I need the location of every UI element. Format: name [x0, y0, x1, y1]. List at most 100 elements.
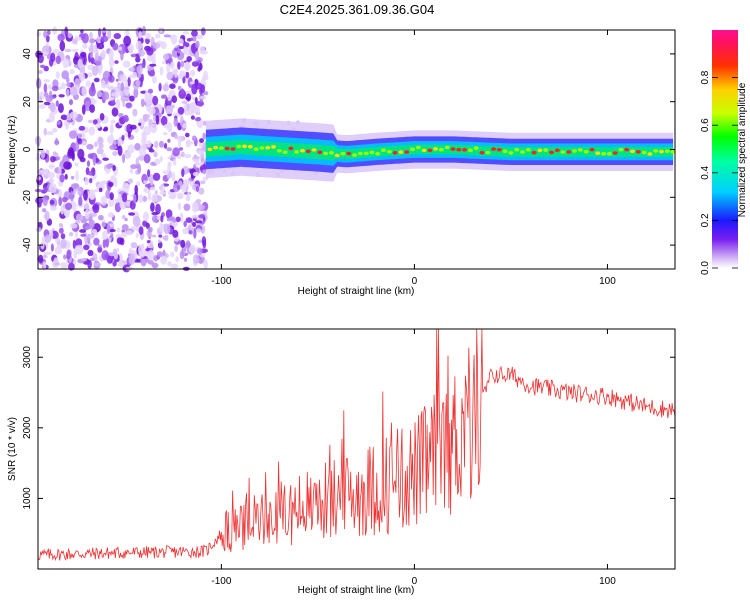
spectrogram-noise-blob	[58, 223, 64, 228]
spectrogram-noise-blob	[146, 47, 154, 56]
spectrogram-noise-blob	[111, 92, 117, 97]
spectrogram-noise-blob	[89, 207, 93, 214]
spectrogram-noise-blob	[138, 154, 146, 161]
spectrogram-noise-blob	[116, 247, 120, 252]
spectrogram-noise-blob	[41, 51, 49, 55]
spectrogram-noise-blob	[60, 205, 65, 215]
spectrogram-noise-blob	[93, 262, 102, 267]
spectrogram-noise-blob	[116, 237, 124, 245]
spectrogram-noise-blob	[203, 259, 208, 269]
spectrogram-noise-blob	[167, 138, 171, 143]
spectrogram-noise-blob	[118, 46, 123, 51]
spectrogram-peak-blob	[601, 152, 607, 156]
spectrogram-noise-blob	[55, 100, 59, 107]
spectrogram-noise-blob	[170, 263, 179, 269]
spectrogram-noise-blob	[178, 38, 184, 45]
spectrogram-noise-blob	[167, 94, 172, 102]
spectrogram-noise-blob	[117, 192, 122, 202]
spectrogram-noise-blob	[43, 187, 49, 193]
spectrogram-noise-blob	[75, 213, 83, 222]
spectrogram-noise-blob	[92, 205, 99, 210]
spectrogram-peak-blob	[659, 149, 664, 154]
spectrogram-noise-blob	[120, 49, 124, 61]
spectrogram-noise-blob	[192, 171, 200, 177]
spectrogram-noise-blob	[193, 227, 197, 239]
spectrogram-peak-blob	[612, 151, 618, 155]
spectrogram-noise-blob	[49, 199, 55, 205]
snr-series-line	[37, 329, 676, 562]
spectrogram-y-tick-label: 0	[22, 146, 33, 152]
spectrogram-peak-blob	[456, 147, 462, 152]
spectrogram-noise-blob	[40, 168, 49, 176]
spectrogram-noise-blob	[135, 79, 141, 87]
spectrogram-noise-blob	[63, 254, 67, 260]
spectrogram-noise-blob	[40, 149, 46, 159]
spectrogram-noise-blob	[82, 43, 88, 49]
spectrogram-peak-blob	[363, 151, 369, 156]
spectrogram-peak-blob	[375, 152, 381, 156]
spectrogram-noise-blob	[134, 143, 141, 151]
spectrogram-noise-blob	[164, 234, 169, 242]
spectrogram-peak-blob	[595, 151, 601, 155]
spectrogram-peak-blob	[415, 145, 421, 150]
spectrogram-peak-blob	[624, 147, 630, 152]
spectrogram-noise-blob	[191, 96, 196, 101]
spectrogram-noise-blob	[168, 195, 176, 199]
spectrogram-noise-blob	[66, 88, 70, 98]
spectrogram-peak-blob	[207, 147, 213, 152]
spectrogram-noise-blob	[154, 190, 158, 195]
spectrogram-noise-blob	[159, 156, 163, 162]
spectrogram-noise-blob	[158, 234, 163, 238]
spectrogram-noise-blob	[144, 183, 152, 188]
spectrogram-noise-blob	[160, 255, 168, 265]
spectrogram-noise-blob	[64, 48, 72, 53]
spectrogram-noise-blob	[135, 56, 141, 63]
spectrogram-noise-blob	[194, 82, 203, 90]
spectrogram-noise-blob	[170, 61, 175, 70]
spectrogram-noise-blob	[36, 31, 41, 37]
spectrogram-peak-blob	[253, 147, 259, 151]
spectrogram-noise-blob	[129, 168, 134, 174]
spectrogram-noise-blob	[199, 138, 204, 143]
spectrogram-noise-blob	[66, 249, 71, 260]
snr-x-ticks: -100 0 100	[211, 329, 616, 587]
spectrogram-noise-blob	[177, 202, 182, 210]
spectrogram-noise-blob	[97, 136, 104, 145]
spectrogram-noise-blob	[183, 45, 187, 55]
spectrogram-peak-blob	[265, 145, 271, 150]
spectrogram-peak-blob	[670, 149, 676, 154]
spectrogram-noise-blob	[138, 122, 142, 126]
spectrogram-noise-blob	[90, 257, 95, 261]
spectrogram-noise-blob	[62, 57, 69, 69]
spectrogram-noise-blob	[107, 224, 111, 235]
spectrogram-noise-blob	[171, 95, 178, 103]
spectrogram-noise-blob	[198, 214, 206, 219]
spectrogram-noise-blob	[52, 26, 58, 35]
spectrogram-peak-blob	[346, 151, 352, 156]
spectrogram-noise-blob	[99, 113, 105, 121]
colorbar-tick-label: 0.4	[700, 165, 711, 179]
spectrogram-noise-blob	[78, 196, 83, 207]
spectrogram-noise-blob	[137, 163, 142, 175]
spectrogram-noise-blob	[171, 171, 176, 182]
spectrogram-noise-blob	[81, 104, 86, 115]
spectrogram-noise-blob	[43, 83, 48, 93]
spectrogram-noise-blob	[48, 183, 57, 194]
spectrogram-noise-blob	[150, 123, 158, 134]
spectrogram-noise-blob	[166, 147, 173, 152]
spectrogram-noise-blob	[113, 33, 122, 40]
spectrogram-noise-blob	[60, 233, 66, 240]
spectrogram-peak-blob	[404, 150, 410, 154]
spectrogram-noise-blob	[189, 69, 196, 77]
spectrogram-noise-blob	[141, 25, 146, 36]
spectrogram-peak-blob	[386, 149, 392, 154]
spectrogram-noise-blob	[87, 259, 92, 269]
spectrogram-noise-blob	[44, 210, 50, 221]
snr-plot-area	[38, 329, 675, 569]
spectrogram-noise-blob	[152, 56, 156, 66]
spectrogram-noise-blob	[138, 49, 146, 57]
spectrogram-y-tick-label: -20	[22, 190, 33, 205]
spectrogram-noise-blob	[77, 148, 85, 160]
spectrogram-peak-blob	[606, 152, 612, 156]
spectrogram-noise-blob	[160, 115, 168, 126]
